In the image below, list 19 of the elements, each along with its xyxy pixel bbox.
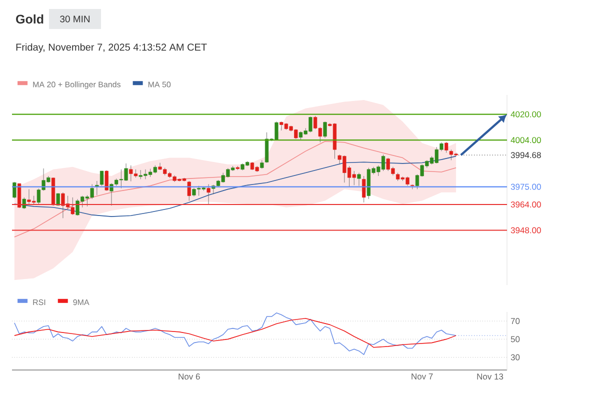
y-tick-label: 3964.00 — [510, 201, 541, 208]
legend-label: RSI — [33, 299, 46, 306]
legend-label: MA 20 + Bollinger Bands — [33, 81, 121, 89]
y-tick-label: 3975.00 — [510, 184, 541, 190]
chart-title: Gold — [16, 14, 44, 24]
y-tick-label: 4004.00 — [510, 137, 541, 144]
y-tick-label: 3948.00 — [510, 227, 541, 234]
legend-label: 9MA — [73, 299, 90, 306]
y-tick-label: 30 — [510, 354, 520, 360]
legend-label: MA 50 — [148, 82, 171, 88]
y-tick-label: 3994.68 — [510, 152, 541, 158]
y-tick-label: 50 — [510, 336, 520, 342]
y-tick-label: 70 — [510, 318, 520, 324]
text: 30 MIN — [60, 16, 90, 22]
x-tick-label: Nov 6 — [178, 374, 200, 380]
x-tick-label: Nov 7 — [412, 374, 433, 380]
chart-subtitle: Friday, November 7, 2025 4:13:52 AM CET — [16, 43, 207, 53]
y-tick-label: 4020.00 — [510, 111, 541, 118]
x-tick-label: Nov 13 — [477, 374, 504, 380]
